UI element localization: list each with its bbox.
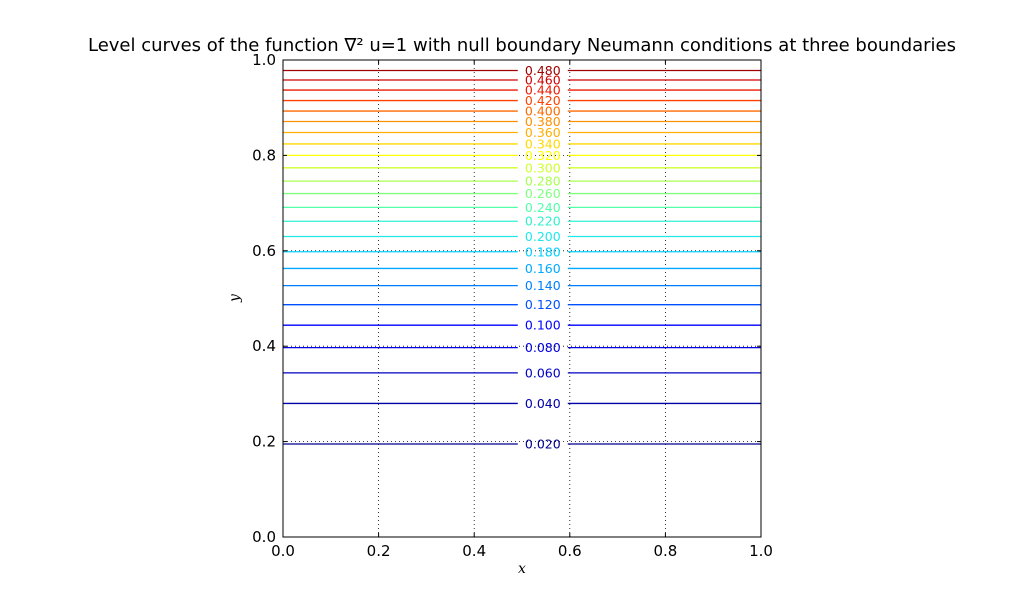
contour-label: 0.160 xyxy=(525,261,561,276)
contour-label: 0.120 xyxy=(525,297,561,312)
contour-label: 0.460 xyxy=(525,73,561,88)
contour-label: 0.480 xyxy=(525,63,561,78)
contour-label: 0.400 xyxy=(525,104,561,119)
y-axis-label: y xyxy=(227,293,243,303)
contour-label: 0.260 xyxy=(525,186,561,201)
y-tick-label: 0.8 xyxy=(252,146,276,164)
x-tick-label: 0.4 xyxy=(462,542,486,560)
axis-ticks: 0.0 0.2 0.4 0.6 0.8 1.0 0.0 0.2 0.4 0.6 0.8 1.0 xyxy=(252,51,773,560)
contour-label: 0.220 xyxy=(525,214,561,229)
contour-label: 0.320 xyxy=(525,148,561,163)
x-tick-label: 0.8 xyxy=(653,542,677,560)
x-tick-label: 0.2 xyxy=(367,542,391,560)
contour-label: 0.340 xyxy=(525,136,561,151)
contour-label: 0.360 xyxy=(525,125,561,140)
contour-labels: 0.020 0.040 0.060 0.080 0.100 0.120 0.140 0.160… xyxy=(525,63,561,451)
contour-label: 0.200 xyxy=(525,229,561,244)
chart-title: Level curves of the function ∇² u=1 with… xyxy=(88,35,956,56)
contour-label: 0.300 xyxy=(525,160,561,175)
contour-label: 0.280 xyxy=(525,174,561,189)
contour-label: 0.020 xyxy=(525,436,561,451)
x-tick-label: 0.0 xyxy=(271,542,295,560)
y-tick-label: 0.0 xyxy=(252,528,276,546)
contour-label: 0.180 xyxy=(525,244,561,259)
grid-lines xyxy=(283,60,761,537)
contour-label: 0.440 xyxy=(525,83,561,98)
y-tick-label: 0.6 xyxy=(252,242,276,260)
contour-label: 0.100 xyxy=(525,318,561,333)
contour-label: 0.380 xyxy=(525,114,561,129)
y-tick-label: 1.0 xyxy=(252,51,276,69)
y-tick-label: 0.2 xyxy=(252,433,276,451)
plot-frame xyxy=(282,59,762,538)
x-tick-label: 0.6 xyxy=(558,542,582,560)
contour-lines xyxy=(283,69,761,445)
contour-label: 0.040 xyxy=(525,396,561,411)
contour-label: 0.080 xyxy=(525,340,561,355)
x-axis-label: x xyxy=(518,561,526,577)
x-tick-label: 1.0 xyxy=(749,542,773,560)
contour-label: 0.240 xyxy=(525,200,561,215)
contour-label: 0.420 xyxy=(525,93,561,108)
contour-label: 0.140 xyxy=(525,278,561,293)
contour-label: 0.060 xyxy=(525,365,561,380)
y-tick-label: 0.4 xyxy=(252,337,276,355)
